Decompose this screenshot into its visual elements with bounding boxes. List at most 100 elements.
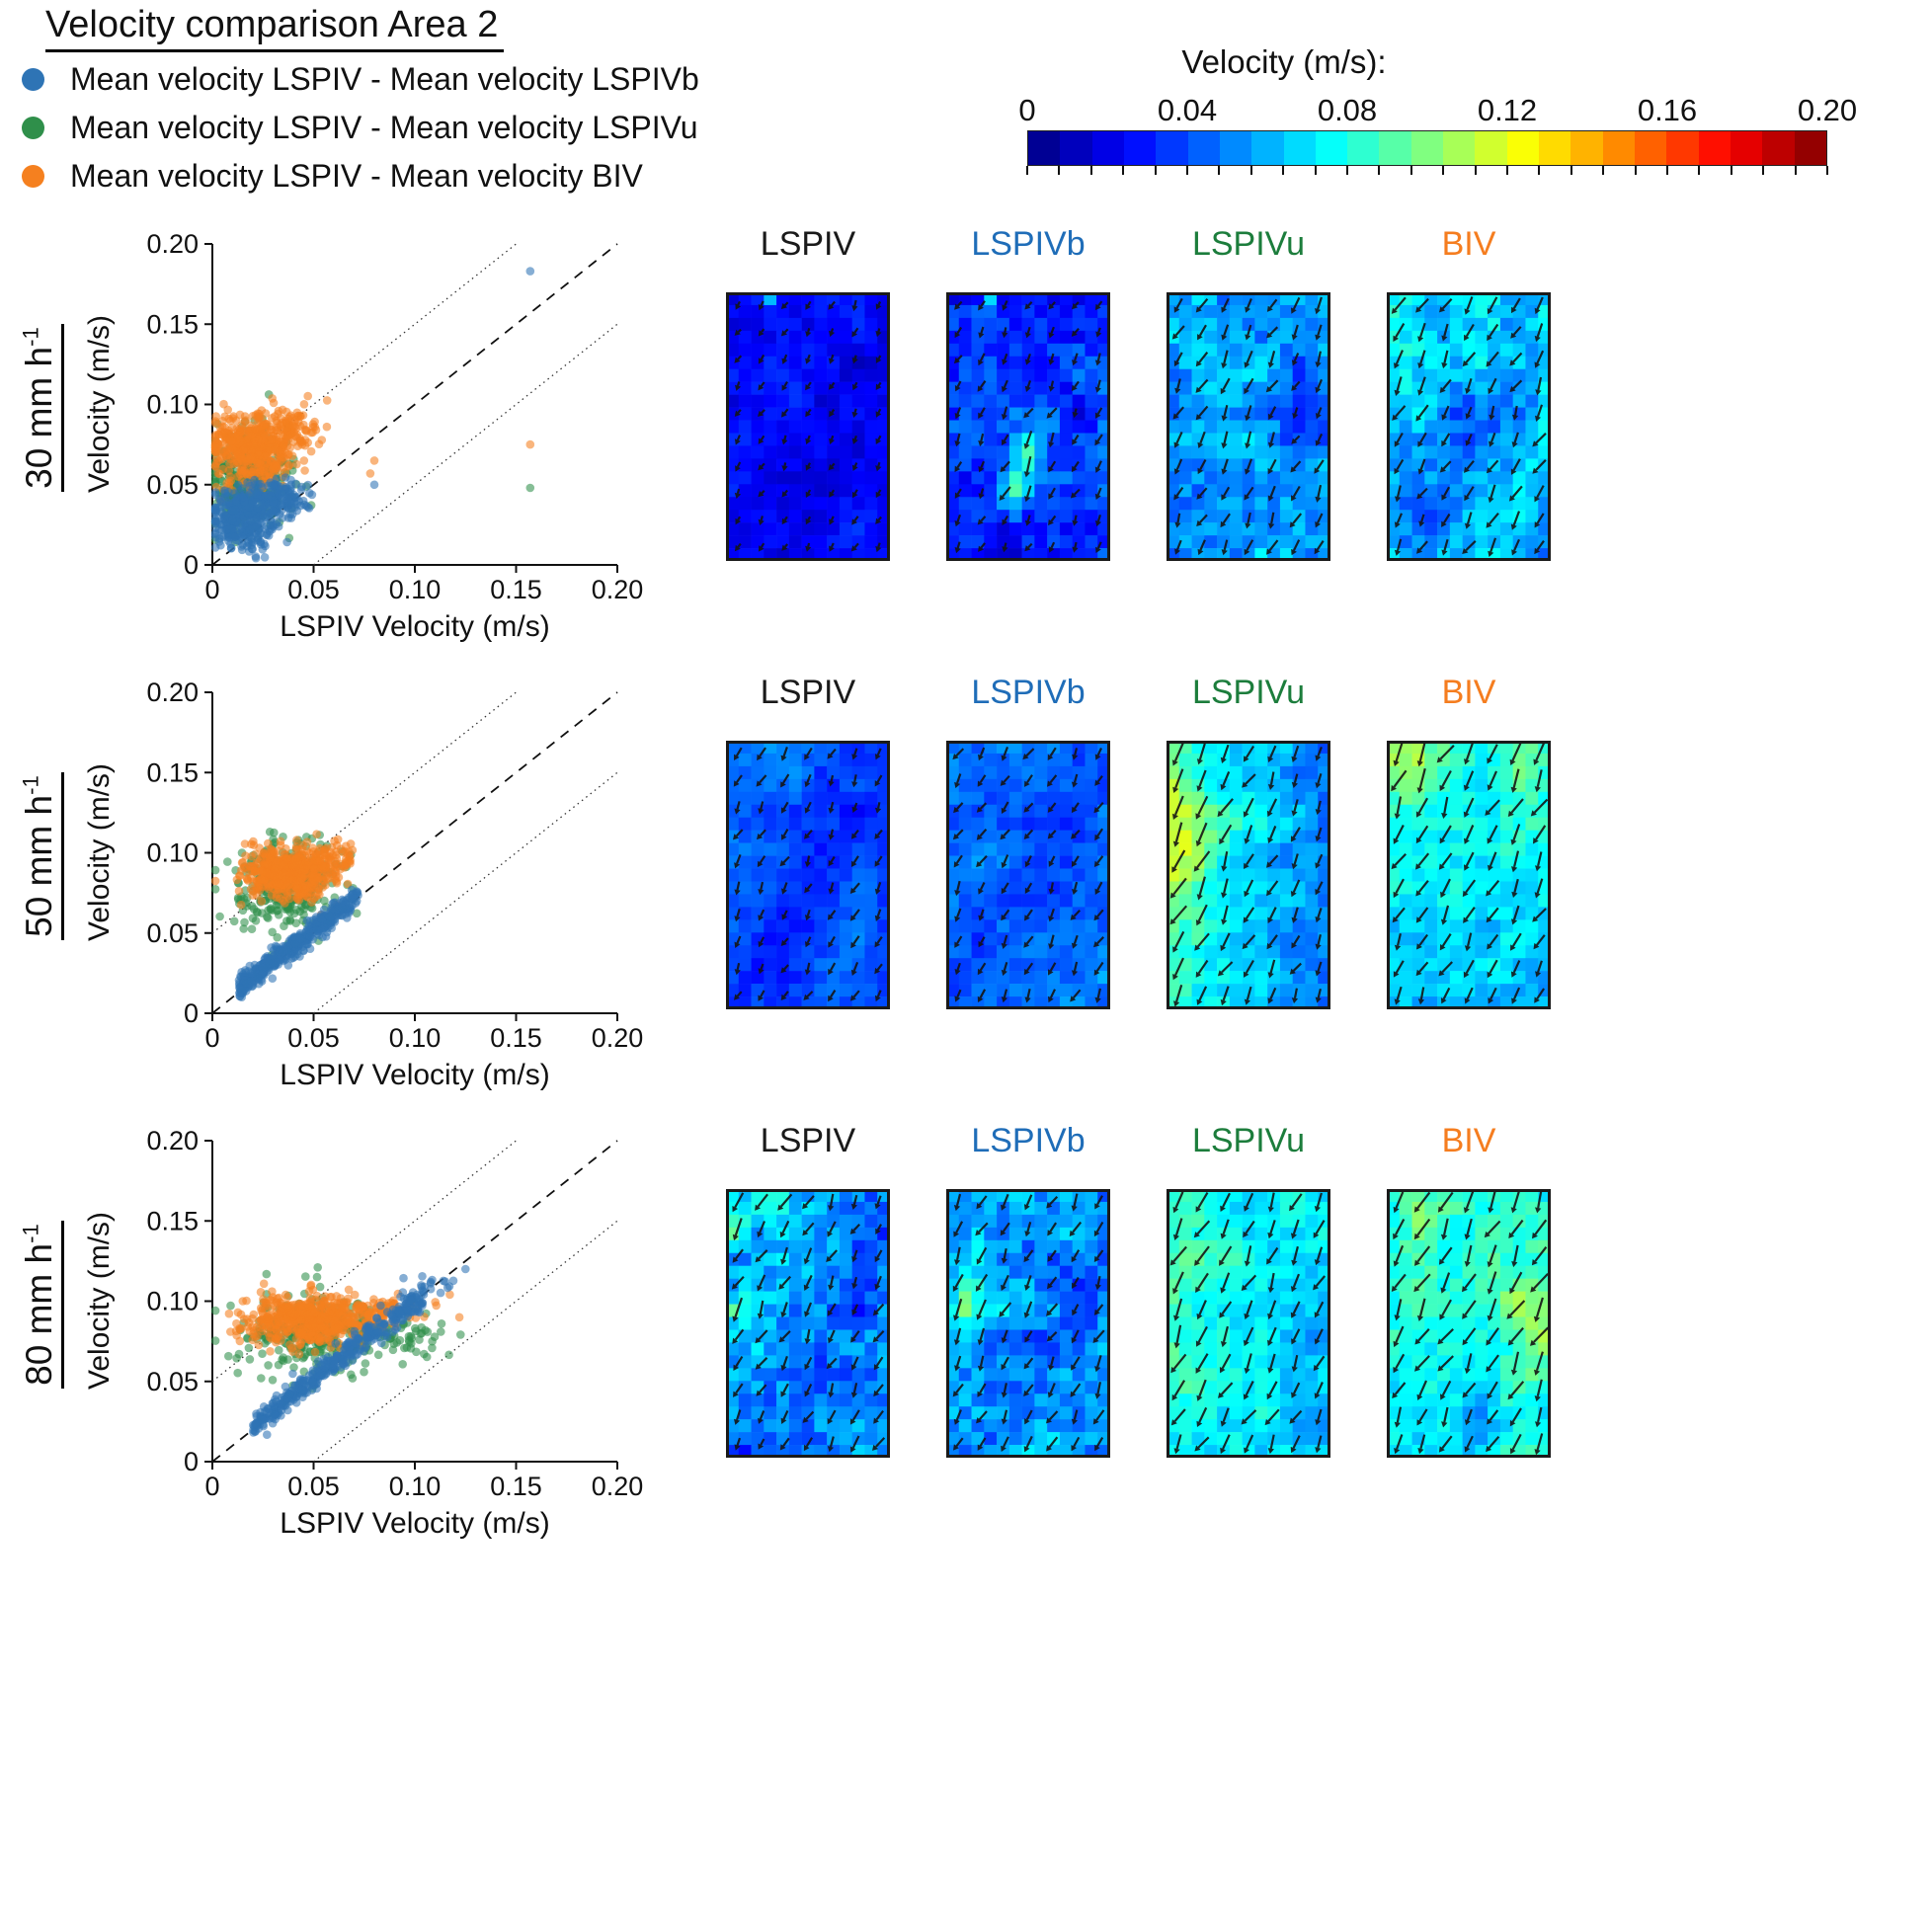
velocity-vector-arrows xyxy=(733,747,883,1002)
heatmap-biv-50mm xyxy=(1387,741,1551,1009)
panel-title-biv: BIV xyxy=(1441,225,1496,263)
colorbar-cell xyxy=(1156,131,1188,165)
heatmap-cells xyxy=(1387,1189,1551,1458)
colorbar-cell xyxy=(1443,131,1476,165)
heatmap-cells xyxy=(726,1189,890,1458)
colorbar-cell xyxy=(1283,131,1316,165)
colorbar-cell xyxy=(1506,131,1539,165)
heatmap-cells xyxy=(1167,292,1330,561)
velocity-vector-arrows xyxy=(734,299,882,553)
y-axis-label: Velocity (m/s) xyxy=(83,1212,116,1390)
colorbar-tick xyxy=(1346,166,1348,175)
y-tick-label: 0 xyxy=(184,998,199,1028)
colorbar-tick xyxy=(1314,166,1317,175)
colorbar-cell xyxy=(1539,131,1571,165)
heatmap-lspiv-30mm xyxy=(726,292,890,561)
legend-label: Mean velocity LSPIV - Mean velocity LSPI… xyxy=(70,61,699,97)
heatmap-lspiv-50mm xyxy=(726,741,890,1009)
colorbar-tick xyxy=(1666,166,1668,175)
reference-lines xyxy=(211,691,618,1014)
x-tick-label: 0.05 xyxy=(287,1023,340,1053)
colorbar-tick xyxy=(1826,166,1828,175)
x-tick-label: 0.20 xyxy=(592,575,644,604)
x-tick-label: 0.15 xyxy=(490,1023,542,1053)
colorbar-tick xyxy=(1538,166,1541,175)
x-axis-label: LSPIV Velocity (m/s) xyxy=(280,610,549,643)
legend-label: Mean velocity LSPIV - Mean velocity BIV xyxy=(70,158,643,194)
heatmap-border xyxy=(726,292,890,561)
heatmap-border xyxy=(726,1189,890,1458)
colorbar-tick xyxy=(1186,166,1188,175)
colorbar-tick xyxy=(1794,166,1797,175)
y-tick-label: 0.05 xyxy=(146,1367,199,1396)
heatmap-border xyxy=(1387,1189,1551,1458)
x-axis-label: LSPIV Velocity (m/s) xyxy=(280,1059,549,1091)
colorbar-cell xyxy=(1762,131,1795,165)
colorbar-cell xyxy=(1123,131,1157,165)
legend-item-biv: Mean velocity LSPIV - Mean velocity BIV xyxy=(16,158,699,195)
axes: 00 0.05 0.05 0.10 0.10 0.15 0.15 0.20 0.20 xyxy=(146,229,643,604)
colorbar-cell xyxy=(1060,131,1092,165)
legend-item-lspivb: Mean velocity LSPIV - Mean velocity LSPI… xyxy=(16,61,699,98)
colorbar-tick xyxy=(1249,166,1252,175)
y-tick-label: 0.10 xyxy=(146,1287,199,1316)
panel-title-lspivu: LSPIVu xyxy=(1191,674,1306,711)
colorbar-cell xyxy=(1187,131,1220,165)
scatter-series-lspiv-vs-biv xyxy=(210,830,358,919)
y-tick-label: 0.20 xyxy=(146,229,199,259)
panel-title-biv: BIV xyxy=(1441,1122,1496,1159)
colorbar-tick xyxy=(1634,166,1637,175)
heatmap-lspivu-30mm xyxy=(1167,292,1330,561)
colorbar-cell xyxy=(1602,131,1635,165)
colorbar-cell xyxy=(1570,131,1603,165)
panel-title-lspiv: LSPIV xyxy=(760,1122,856,1159)
panel-title-lspiv: LSPIV xyxy=(760,674,856,711)
velocity-vector-arrows xyxy=(1169,1191,1327,1455)
y-tick-label: 0.20 xyxy=(146,1126,199,1155)
y-tick-label: 0.05 xyxy=(146,918,199,948)
colorbar-cell xyxy=(1794,131,1826,165)
heatmap-border xyxy=(1167,1189,1330,1458)
reference-lines xyxy=(211,243,618,566)
identity-line xyxy=(211,243,618,566)
scatter-plot-50mm: 00 0.05 0.05 0.10 0.10 0.15 0.15 0.20 0.20 LSPIV … xyxy=(83,677,643,1091)
x-tick-label: 0.15 xyxy=(490,1472,542,1501)
x-tick-label: 0.15 xyxy=(490,575,542,604)
colorbar-cell xyxy=(1347,131,1380,165)
x-tick-label: 0 xyxy=(204,575,219,604)
colorbar-tick xyxy=(1409,166,1412,175)
row-label-text: 80 mm h xyxy=(19,1242,60,1386)
colorbar-tick xyxy=(1154,166,1157,175)
velocity-vector-arrows xyxy=(952,747,1104,1003)
scatter-series-lspiv-vs-lspivb xyxy=(210,267,535,563)
row-80mm: 80 mm h-1 0 0 0.05 0.05 0.10 0.10 0.15 0.15 0.20… xyxy=(0,1120,1932,1566)
heatmap-lspivb-50mm xyxy=(946,741,1110,1009)
velocity-vector-arrows xyxy=(1171,296,1325,556)
y-tick-label: 0.05 xyxy=(146,470,199,500)
velocity-vector-arrows xyxy=(953,300,1103,554)
colorbar-tick xyxy=(1506,166,1508,175)
velocity-vector-arrows xyxy=(731,1192,886,1453)
colorbar-tick xyxy=(1122,166,1125,175)
legend-dot-green-icon xyxy=(22,117,44,139)
panel-title-biv: BIV xyxy=(1441,674,1496,711)
legend: Mean velocity LSPIV - Mean velocity LSPI… xyxy=(16,61,699,195)
colorbar-tick xyxy=(1602,166,1605,175)
identity-line xyxy=(211,691,618,1014)
colorbar-cell xyxy=(1730,131,1763,165)
colorbar-cell xyxy=(1698,131,1731,165)
x-tick-label: 0 xyxy=(204,1023,219,1053)
colorbar: Velocity (m/s): 0 0.04 0.08 0.12 0.16 0.… xyxy=(1007,43,1857,184)
heatmap-lspivb-80mm xyxy=(946,1189,1110,1458)
heatmap-biv-30mm xyxy=(1387,292,1551,561)
scatter-series-lspiv-vs-lspivb xyxy=(249,1264,470,1439)
figure-title: Velocity comparison Area 2 xyxy=(45,4,505,52)
colorbar-cell xyxy=(1379,131,1411,165)
heatmap-lspiv-80mm xyxy=(726,1189,890,1458)
colorbar-tick xyxy=(1058,166,1061,175)
y-tick-label: 0 xyxy=(184,1447,199,1476)
heatmap-cells xyxy=(946,741,1110,1009)
colorbar-tick xyxy=(1762,166,1765,175)
x-tick-label: 0.10 xyxy=(389,1472,442,1501)
row-label-sup: -1 xyxy=(19,775,43,795)
